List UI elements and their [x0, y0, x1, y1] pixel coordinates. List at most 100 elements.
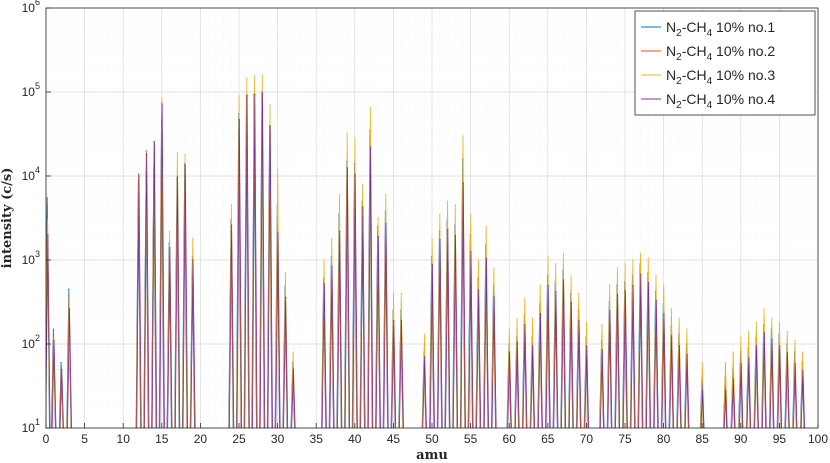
data-point	[516, 318, 518, 320]
x-tick-label: 100	[808, 432, 828, 446]
legend-label-sub: 4	[707, 76, 713, 87]
series-4	[46, 92, 806, 428]
y-tick-label: 103	[22, 249, 40, 267]
data-point	[145, 150, 147, 152]
x-tick-label: 80	[657, 432, 671, 446]
legend-label-part: 10% no.3	[712, 67, 775, 83]
data-point	[53, 336, 55, 338]
x-tick-label: 50	[425, 432, 439, 446]
data-point	[601, 324, 603, 326]
data-point	[424, 356, 426, 358]
data-point	[393, 319, 395, 322]
x-tick-label: 70	[580, 432, 594, 446]
data-point	[779, 345, 781, 347]
legend-item: N2-CH4 10% no.2	[641, 43, 775, 63]
x-tick-label: 55	[464, 432, 478, 446]
data-point	[385, 194, 387, 196]
data-point	[640, 273, 642, 275]
x-axis-label: amu	[416, 448, 448, 463]
data-point	[617, 293, 619, 295]
data-point	[601, 349, 603, 351]
data-point	[686, 328, 688, 330]
data-point	[439, 213, 441, 215]
legend-label-part: N	[666, 91, 676, 107]
data-point	[755, 321, 757, 324]
data-point	[802, 370, 804, 372]
legend-label-part: N	[666, 43, 676, 59]
data-point	[385, 223, 387, 225]
data-point	[485, 225, 487, 228]
data-point	[531, 318, 534, 320]
data-point	[647, 281, 650, 284]
data-point	[431, 237, 433, 240]
data-point	[323, 283, 325, 285]
data-point	[137, 173, 140, 175]
data-point	[354, 137, 356, 140]
x-tick-label: 90	[734, 432, 748, 446]
data-point	[238, 118, 240, 121]
data-point	[269, 104, 271, 106]
data-point	[755, 345, 758, 347]
legend-label-sub: 2	[676, 28, 682, 39]
data-point	[362, 183, 364, 185]
legend-label-part: -CH	[682, 67, 707, 83]
data-point	[68, 294, 70, 296]
x-tick-label: 75	[618, 432, 632, 446]
data-point	[794, 363, 796, 365]
data-point	[771, 318, 773, 320]
x-tick-label: 65	[541, 432, 555, 446]
data-point	[547, 284, 549, 286]
legend-label-part: 10% no.4	[712, 91, 775, 107]
minor-grid	[46, 8, 818, 428]
series-group	[46, 74, 806, 428]
data-point	[254, 94, 256, 96]
legend-label: N2-CH4 10% no.4	[666, 91, 775, 111]
x-tick-label: 20	[194, 432, 208, 446]
data-point	[462, 135, 464, 137]
x-tick-label: 35	[310, 432, 324, 446]
legend-label-sub: 2	[676, 52, 682, 63]
y-tick-base: 10	[22, 421, 36, 435]
data-point	[192, 237, 194, 240]
y-tick-exponent: 5	[35, 81, 40, 91]
data-point	[508, 328, 510, 330]
data-point	[377, 216, 379, 219]
data-point	[678, 345, 680, 347]
y-tick-label: 102	[22, 333, 40, 351]
y-tick-exponent: 2	[35, 333, 40, 343]
data-point	[161, 97, 163, 99]
data-point	[663, 284, 665, 286]
x-tick-label: 15	[155, 432, 169, 446]
data-point	[632, 284, 634, 286]
data-point	[253, 75, 256, 77]
legend-label-sub: 4	[707, 52, 713, 63]
data-point	[616, 267, 619, 269]
data-point	[184, 164, 186, 166]
data-point	[447, 229, 449, 231]
data-point	[562, 279, 565, 281]
data-point	[639, 252, 642, 254]
data-point	[493, 295, 495, 297]
data-point	[763, 308, 765, 310]
x-tick-label: 40	[348, 432, 362, 446]
data-point	[562, 252, 564, 254]
data-point	[176, 151, 178, 154]
y-axis-label: intensity (c/s)	[0, 168, 15, 269]
data-point	[231, 224, 233, 226]
x-tick-label: 5	[81, 432, 88, 446]
data-point	[748, 331, 750, 333]
x-tick-label: 95	[773, 432, 787, 446]
data-point	[624, 290, 626, 292]
data-point	[454, 204, 456, 206]
data-point	[609, 309, 611, 312]
legend-label-sub: 2	[676, 100, 682, 111]
data-point	[678, 318, 680, 320]
data-point	[802, 351, 804, 353]
data-point	[60, 362, 62, 364]
data-point	[346, 167, 349, 169]
data-point	[524, 297, 526, 299]
data-point	[246, 77, 248, 80]
data-point	[292, 368, 294, 370]
data-point	[285, 296, 287, 298]
